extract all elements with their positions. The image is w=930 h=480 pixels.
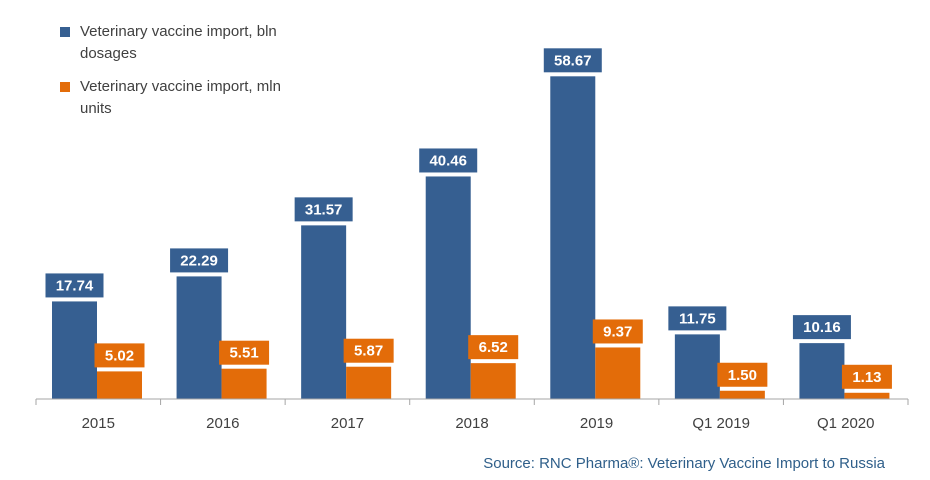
data-label-box-s0-2 — [294, 197, 353, 222]
data-label-s0-2: 31.57 — [305, 201, 343, 218]
data-label-box-s0-6 — [792, 315, 851, 340]
bar-s1-1 — [221, 368, 267, 399]
data-label-box-s1-1 — [219, 340, 270, 365]
legend-label-1-0: Veterinary vaccine import, mln — [80, 78, 281, 95]
source-note: Source: RNC Pharma®: Veterinary Vaccine … — [483, 455, 885, 472]
data-label-s0-6: 10.16 — [803, 319, 841, 336]
legend-label-1-1: units — [80, 100, 112, 117]
data-label-s0-4: 58.67 — [554, 52, 592, 69]
data-label-s1-2: 5.87 — [354, 343, 383, 360]
bar-s1-6 — [844, 392, 890, 399]
bar-s1-4 — [595, 347, 641, 399]
bars: 17.74 5.02 22.29 5.51 31.57 5.87 40.46 6.52 58.6… — [45, 48, 892, 399]
x-tick-label-4: 2019 — [580, 415, 613, 432]
data-label-s0-0: 17.74 — [56, 277, 94, 294]
data-label-box-s0-1 — [170, 248, 229, 273]
bar-s1-5 — [719, 390, 765, 399]
data-label-s1-6: 1.13 — [852, 369, 881, 386]
x-tick-label-2: 2017 — [331, 415, 364, 432]
bar-s0-6 — [799, 343, 845, 399]
bar-s1-3 — [470, 363, 516, 399]
data-label-box-s0-4 — [543, 48, 602, 73]
legend: Veterinary vaccine import, bln dosages Vet… — [60, 23, 281, 117]
x-tick-label-3: 2018 — [455, 415, 488, 432]
data-label-box-s1-5 — [717, 362, 768, 387]
bar-s0-4 — [550, 76, 596, 399]
data-label-box-s0-3 — [419, 148, 478, 173]
x-tick-label-5: Q1 2019 — [692, 415, 750, 432]
legend-label-0-1: dosages — [80, 45, 137, 62]
data-label-box-s0-5 — [668, 306, 727, 331]
data-label-box-s1-6 — [841, 364, 892, 389]
data-label-box-s1-0 — [94, 343, 145, 368]
data-label-box-s0-0 — [45, 273, 104, 298]
data-label-s1-3: 6.52 — [479, 339, 508, 356]
legend-label-0-0: Veterinary vaccine import, bln — [80, 23, 277, 40]
x-axis: 2015 2016 2017 2018 2019 Q1 2019 Q1 2020 — [35, 398, 909, 432]
x-tick-label-6: Q1 2020 — [817, 415, 875, 432]
legend-swatch-0 — [60, 27, 70, 37]
bar-s1-0 — [97, 371, 142, 399]
data-label-s0-3: 40.46 — [429, 152, 467, 169]
legend-swatch-1 — [60, 82, 70, 92]
data-label-s0-1: 22.29 — [180, 252, 218, 269]
data-label-s1-4: 9.37 — [603, 323, 632, 340]
bar-s0-2 — [301, 225, 347, 399]
data-label-s1-0: 5.02 — [105, 347, 134, 364]
x-tick-label-0: 2015 — [82, 415, 115, 432]
data-label-s1-5: 1.50 — [728, 367, 757, 384]
x-tick-label-1: 2016 — [206, 415, 239, 432]
data-label-s1-1: 5.51 — [229, 345, 258, 362]
bar-s0-3 — [425, 176, 471, 399]
bar-s0-1 — [176, 276, 222, 399]
bar-s0-5 — [674, 334, 720, 399]
bar-s1-2 — [346, 366, 392, 399]
bar-s0-0 — [52, 301, 97, 399]
data-label-s0-5: 11.75 — [679, 310, 716, 327]
data-label-box-s1-4 — [592, 319, 643, 344]
data-label-box-s1-2 — [343, 338, 394, 363]
data-label-box-s1-3 — [468, 335, 519, 360]
